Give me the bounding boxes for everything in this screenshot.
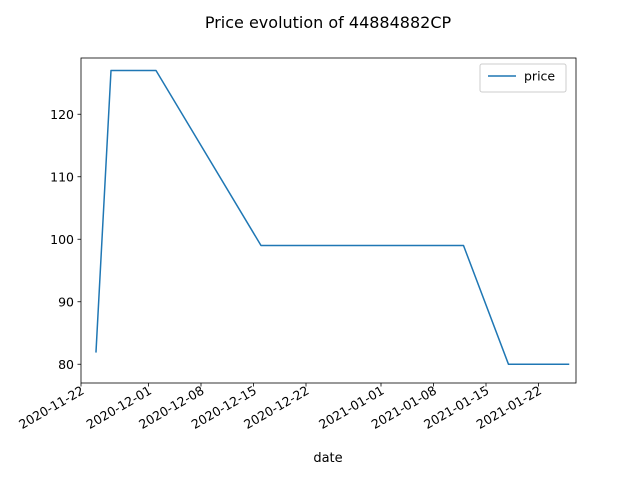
- plot-frame: [80, 57, 577, 384]
- y-tick-label: 80: [58, 357, 74, 372]
- legend: price: [479, 63, 567, 93]
- y-tick-label: 100: [50, 232, 74, 247]
- legend-label: price: [524, 69, 555, 84]
- x-tick-label: 2020-11-22: [16, 383, 86, 432]
- chart-title: Price evolution of 44884882CP: [205, 13, 452, 32]
- series-line-price: [95, 69, 570, 366]
- y-tick-label: 90: [58, 294, 74, 309]
- legend-box: [479, 63, 567, 93]
- y-tick-label: 110: [50, 169, 74, 184]
- y-tick-label: 120: [50, 107, 74, 122]
- x-axis-label: date: [313, 451, 342, 466]
- plot-area: [95, 69, 570, 366]
